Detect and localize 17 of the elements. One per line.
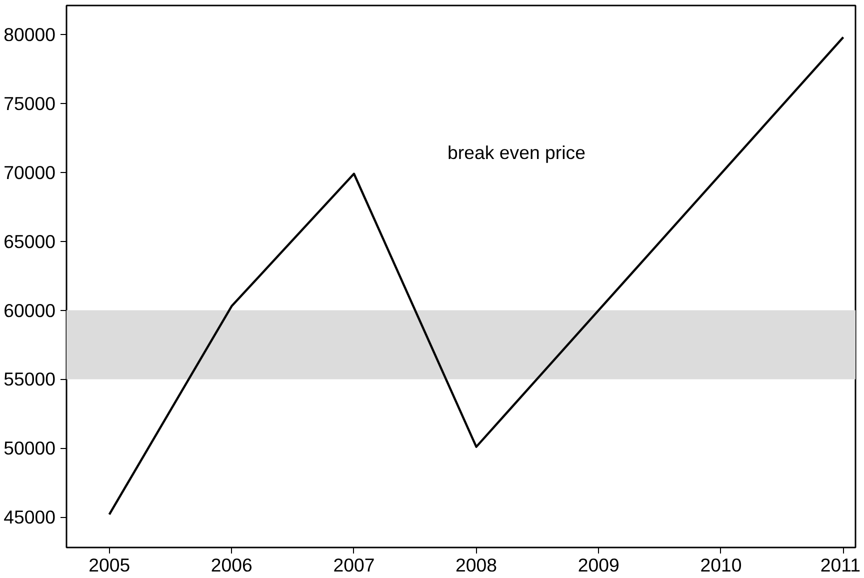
y-tick-label: 80000 [4,24,56,45]
y-tick-label: 60000 [4,300,56,321]
y-tick-label: 50000 [4,438,56,459]
line-series [108,36,844,516]
y-tick-label: 45000 [4,506,56,528]
y-tick-label: 65000 [4,230,56,252]
x-tick-label: 2008 [456,554,498,576]
x-tick-label: 2006 [210,554,252,576]
x-tick-label: 2009 [578,554,620,576]
x-tick-label: 2005 [88,554,130,576]
annotation: break even price [448,142,586,163]
y-tick-label: 55000 [4,368,56,390]
y-tick-label: 70000 [4,162,56,183]
x-tick-label: 2007 [333,554,375,576]
x-tick-label: 2010 [700,554,742,576]
x-tick-label: 2011 [820,554,861,576]
y-tick-label: 75000 [4,92,56,114]
